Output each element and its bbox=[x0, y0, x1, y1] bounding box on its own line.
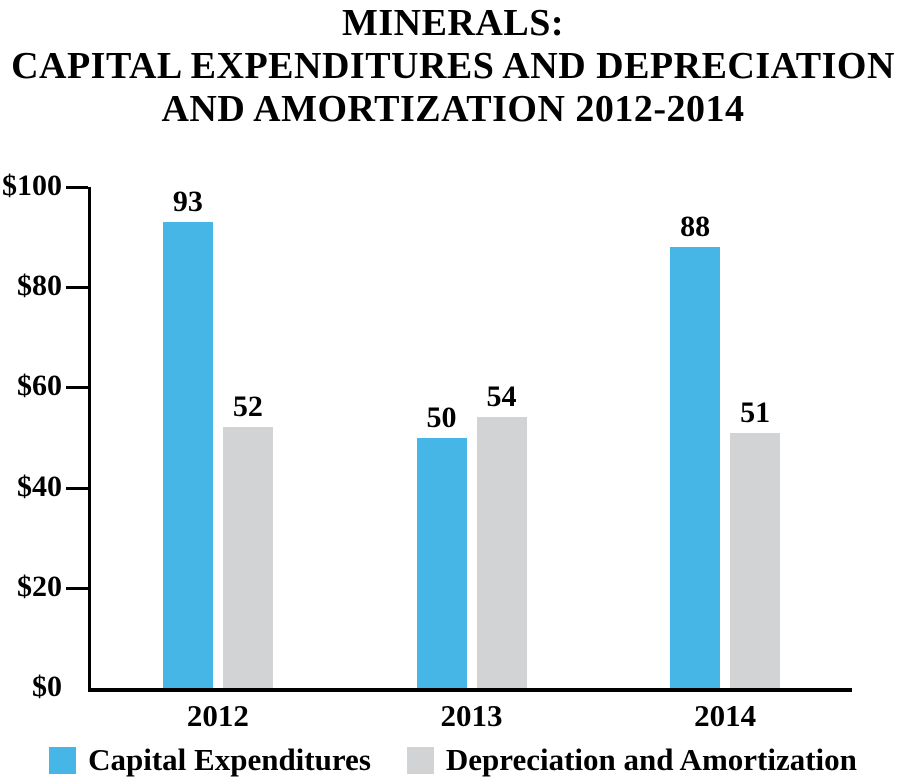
y-axis-tick-mark bbox=[66, 286, 88, 290]
bar-2014 bbox=[670, 247, 721, 688]
bar-group-2013: 50 54 bbox=[345, 187, 599, 688]
chart-title-line-2: CAPITAL EXPENDITURES AND DEPRECIATION bbox=[11, 45, 895, 87]
bar-2012 bbox=[162, 222, 213, 688]
x-axis-label-2014: 2014 bbox=[694, 698, 757, 733]
bar-value-label: 52 bbox=[232, 390, 263, 424]
x-axis-label-2013: 2013 bbox=[440, 698, 503, 733]
chart-title: MINERALS: CAPITAL EXPENDITURES AND DEPRE… bbox=[0, 2, 906, 131]
legend-swatch-icon bbox=[406, 746, 434, 774]
y-axis-labels: $0 $20 $40 $60 $80 $100 bbox=[0, 169, 62, 703]
plot-area: 93 52 50 54 88 51 bbox=[66, 186, 852, 692]
y-axis-tick-label: $80 bbox=[17, 269, 62, 303]
y-axis-tick-mark bbox=[66, 486, 88, 490]
bar-2014 bbox=[730, 432, 781, 688]
bar-column: 93 bbox=[162, 185, 213, 688]
y-axis-tick-label: $60 bbox=[17, 369, 62, 403]
bar-2013 bbox=[476, 417, 527, 688]
chart-title-line-3: AND AMORTIZATION 2012-2014 bbox=[161, 88, 745, 130]
legend-label: Capital Expenditures bbox=[88, 742, 371, 777]
y-axis-tick-label: $100 bbox=[2, 169, 62, 202]
bar-column: 51 bbox=[730, 187, 781, 688]
y-axis-tick-label: $40 bbox=[17, 469, 62, 503]
bar-group-2012: 93 52 bbox=[91, 187, 345, 688]
y-axis-tick-mark bbox=[66, 586, 88, 590]
chart-title-line-1: MINERALS: bbox=[342, 2, 564, 44]
bar-value-label: 88 bbox=[680, 210, 711, 244]
x-axis-label-2012: 2012 bbox=[186, 698, 249, 733]
legend-label: Depreciation and Amortization bbox=[445, 742, 857, 777]
y-axis-tick-mark bbox=[66, 386, 88, 390]
bar-column: 50 bbox=[416, 187, 467, 688]
y-axis-tick-label: $0 bbox=[32, 670, 62, 703]
bar-column: 52 bbox=[222, 187, 273, 688]
y-axis-tick-label: $20 bbox=[17, 569, 62, 603]
bar-value-label: 50 bbox=[426, 400, 457, 434]
bar-value-label: 51 bbox=[740, 395, 771, 429]
bar-2013 bbox=[416, 437, 467, 688]
bar-value-label: 93 bbox=[172, 185, 203, 219]
bar-value-label: 54 bbox=[486, 380, 517, 414]
legend: Capital Expenditures Depreciation and Amo… bbox=[0, 737, 906, 783]
legend-item: Depreciation and Amortization bbox=[406, 742, 857, 777]
bar-group-2014: 88 51 bbox=[598, 187, 852, 688]
legend-item: Capital Expenditures bbox=[49, 743, 371, 777]
bar-column: 54 bbox=[476, 187, 527, 688]
bar-column: 88 bbox=[670, 187, 721, 688]
legend-swatch-icon bbox=[49, 746, 77, 774]
x-axis-labels: 2012 2013 2014 bbox=[91, 699, 852, 733]
y-axis-tick-mark bbox=[66, 186, 88, 189]
bar-2012 bbox=[222, 427, 273, 688]
